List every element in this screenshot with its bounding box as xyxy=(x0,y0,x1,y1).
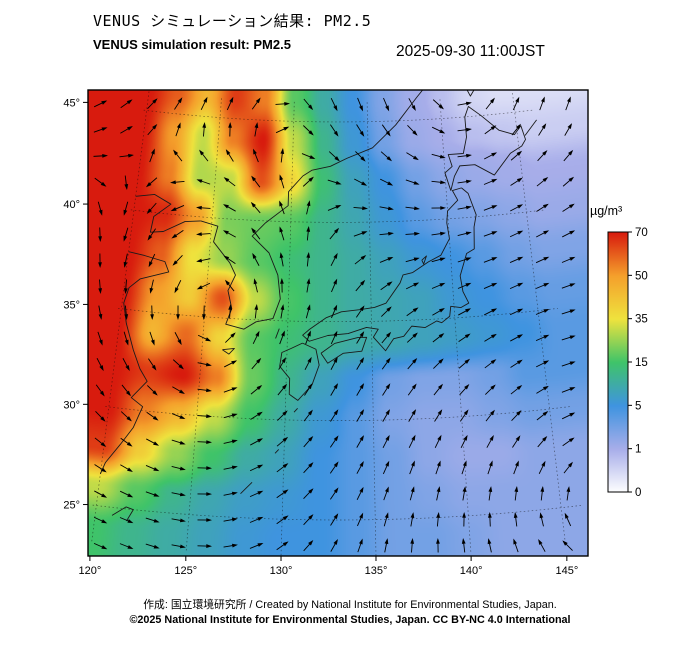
page-title-english: VENUS simulation result: PM2.5 xyxy=(93,37,291,52)
page-title-japanese: VENUS シミュレーション結果: PM2.5 xyxy=(93,12,372,30)
colorbar-unit-label: µg/m³ xyxy=(590,204,623,218)
timestamp-label: 2025-09-30 11:00JST xyxy=(396,43,545,60)
credit-line: 作成: 国立環境研究所 / Created by National Instit… xyxy=(143,599,557,611)
license-line: ©2025 National Institute for Environment… xyxy=(129,614,571,626)
